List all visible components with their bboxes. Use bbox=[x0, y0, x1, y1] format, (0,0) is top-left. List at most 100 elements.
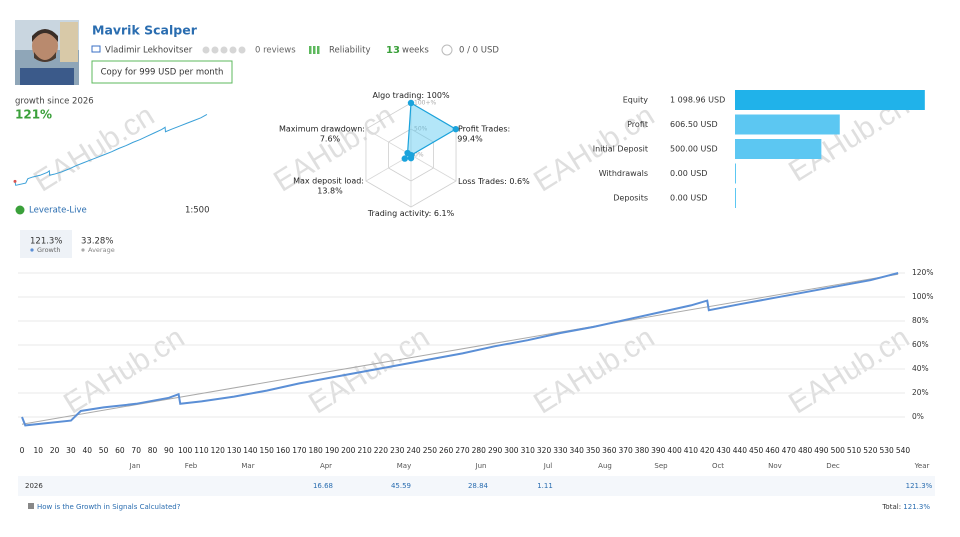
table-header: Dec bbox=[826, 462, 840, 470]
table-row-label: 2026 bbox=[25, 482, 43, 490]
help-link[interactable]: How is the Growth in Signals Calculated? bbox=[37, 503, 181, 511]
bar-label: Equity bbox=[623, 96, 649, 105]
table-header: Jun bbox=[475, 462, 487, 470]
x-tick-label: 230 bbox=[390, 446, 405, 455]
x-tick-label: 10 bbox=[34, 446, 44, 455]
x-tick-label: 30 bbox=[66, 446, 76, 455]
rating-stars bbox=[202, 46, 246, 54]
x-tick-label: 250 bbox=[423, 446, 438, 455]
total-value: 121.3% bbox=[903, 503, 930, 511]
author[interactable]: Vladimir Lekhovitser bbox=[105, 46, 193, 56]
growth-value: 121% bbox=[15, 108, 52, 122]
radar-point bbox=[407, 99, 415, 107]
x-tick-label: 490 bbox=[814, 446, 829, 455]
y-tick-label: 120% bbox=[912, 268, 933, 277]
radar-point bbox=[401, 155, 408, 162]
y-tick-label: 0% bbox=[912, 412, 924, 421]
radar-category: Algo trading: bbox=[372, 91, 424, 100]
radar-label: Algo trading: 100% bbox=[372, 91, 450, 100]
x-tick-label: 340 bbox=[570, 446, 585, 455]
y-tick-label: 80% bbox=[912, 316, 929, 325]
x-tick-label: 60 bbox=[115, 446, 125, 455]
x-tick-label: 50 bbox=[99, 446, 109, 455]
x-tick-label: 90 bbox=[164, 446, 174, 455]
bar-label: Withdrawals bbox=[599, 169, 648, 178]
bar-label: Deposits bbox=[613, 194, 648, 203]
x-tick-label: 430 bbox=[716, 446, 731, 455]
signal-name[interactable]: Mavrik Scalper bbox=[92, 23, 198, 38]
x-tick-label: 150 bbox=[260, 446, 275, 455]
table-header: Sep bbox=[654, 462, 668, 470]
reviews[interactable]: 0 reviews bbox=[255, 46, 296, 56]
table-header: Nov bbox=[768, 462, 782, 470]
table-header: Mar bbox=[241, 462, 254, 470]
radar-label: Maximum drawdown: bbox=[279, 125, 365, 134]
broker[interactable]: Leverate-Live bbox=[29, 206, 87, 216]
tab-dot bbox=[81, 248, 85, 252]
x-tick-label: 200 bbox=[341, 446, 356, 455]
avatar bbox=[15, 20, 79, 85]
x-tick-label: 330 bbox=[553, 446, 568, 455]
weeks-count: 13 bbox=[386, 45, 400, 56]
flag-icon bbox=[91, 45, 101, 53]
bar-label: Profit bbox=[627, 120, 648, 129]
radar-area bbox=[403, 101, 457, 160]
table-cell: 121.3% bbox=[906, 482, 933, 490]
radar-point bbox=[452, 125, 459, 133]
radar-label: Max deposit load: bbox=[293, 177, 364, 186]
tab-active[interactable] bbox=[20, 230, 72, 258]
bar bbox=[735, 90, 925, 110]
tab-label[interactable]: Average bbox=[88, 246, 115, 254]
x-tick-label: 440 bbox=[733, 446, 748, 455]
radar-category: Loss Trades: bbox=[458, 177, 507, 186]
bar-value: 500.00 USD bbox=[670, 145, 718, 154]
x-tick-label: 270 bbox=[455, 446, 470, 455]
x-tick-label: 410 bbox=[684, 446, 699, 455]
x-tick-label: 100 bbox=[178, 446, 193, 455]
subscribers-icon bbox=[441, 44, 453, 56]
tab-value[interactable]: 33.28% bbox=[81, 237, 113, 247]
x-tick-label: 0 bbox=[20, 446, 25, 455]
x-tick-label: 510 bbox=[847, 446, 862, 455]
radar-value: 0.6% bbox=[509, 177, 530, 186]
radar-tick-label: 100+% bbox=[414, 100, 436, 107]
subscribers: 0 / 0 USD bbox=[459, 46, 499, 56]
watermark: EAHub.cn bbox=[783, 321, 915, 421]
y-tick-label: 40% bbox=[912, 364, 929, 373]
bar bbox=[735, 139, 822, 159]
x-tick-label: 320 bbox=[537, 446, 552, 455]
radar-label: Loss Trades: 0.6% bbox=[458, 177, 530, 186]
radar-tick-label: 0% bbox=[414, 152, 424, 159]
copy-button-label[interactable]: Copy for 999 USD per month bbox=[101, 68, 224, 78]
tab-value[interactable]: 121.3% bbox=[30, 237, 62, 247]
help-icon bbox=[28, 503, 34, 509]
x-tick-label: 290 bbox=[488, 446, 503, 455]
table-cell: 1.11 bbox=[537, 482, 553, 490]
bar bbox=[735, 114, 840, 135]
table-header: Apr bbox=[320, 462, 332, 470]
x-tick-label: 360 bbox=[602, 446, 617, 455]
table-header: Aug bbox=[598, 462, 612, 470]
total-label: Total: bbox=[881, 503, 901, 511]
x-tick-label: 140 bbox=[243, 446, 258, 455]
table-cell: 16.68 bbox=[313, 482, 333, 490]
tab-label[interactable]: Growth bbox=[37, 246, 61, 254]
leverage: 1:500 bbox=[185, 206, 210, 216]
x-tick-label: 240 bbox=[406, 446, 421, 455]
x-tick-label: 310 bbox=[521, 446, 536, 455]
x-tick-label: 300 bbox=[504, 446, 519, 455]
radar-value: 6.1% bbox=[434, 209, 455, 218]
reliability: Reliability bbox=[329, 46, 371, 56]
x-tick-label: 420 bbox=[700, 446, 715, 455]
x-tick-label: 480 bbox=[798, 446, 813, 455]
x-tick-label: 220 bbox=[374, 446, 389, 455]
x-tick-label: 130 bbox=[227, 446, 242, 455]
x-tick-label: 400 bbox=[667, 446, 682, 455]
x-tick-label: 210 bbox=[357, 446, 372, 455]
bar-value: 1 098.96 USD bbox=[670, 96, 725, 105]
x-tick-label: 170 bbox=[292, 446, 307, 455]
bar bbox=[735, 163, 736, 184]
copy-button[interactable] bbox=[91, 60, 233, 84]
x-tick-label: 160 bbox=[276, 446, 291, 455]
